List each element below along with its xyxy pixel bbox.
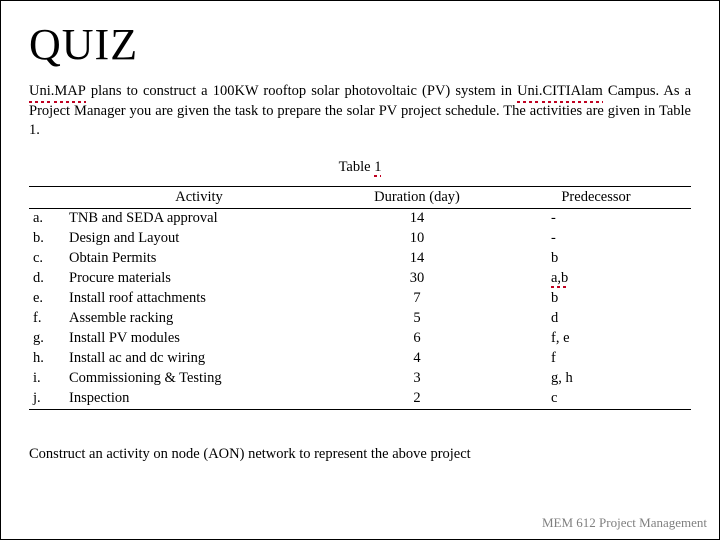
instruction-text: Construct an activity on node (AON) netw… [29, 446, 691, 463]
row-id: b. [29, 229, 65, 249]
row-duration: 5 [333, 309, 501, 329]
row-predecessor: - [501, 229, 691, 249]
col-predecessor: Predecessor [501, 186, 691, 208]
page-title: QUIZ [29, 19, 691, 70]
row-activity: Commissioning & Testing [65, 369, 333, 389]
row-activity: Inspection [65, 389, 333, 410]
row-id: i. [29, 369, 65, 389]
table-row: b.Design and Layout10- [29, 229, 691, 249]
row-duration: 2 [333, 389, 501, 410]
table-row: g.Install PV modules6f, e [29, 329, 691, 349]
table-row: h.Install ac and dc wiring4f [29, 349, 691, 369]
row-id: h. [29, 349, 65, 369]
footer-course-label: MEM 612 Project Management [542, 515, 707, 531]
table-row: d.Procure materials30a,b [29, 269, 691, 289]
row-predecessor: a,b [501, 269, 691, 289]
row-predecessor: c [501, 389, 691, 410]
row-id: d. [29, 269, 65, 289]
row-predecessor: b [501, 249, 691, 269]
row-id: f. [29, 309, 65, 329]
row-activity: TNB and SEDA approval [65, 208, 333, 229]
row-id: c. [29, 249, 65, 269]
row-duration: 10 [333, 229, 501, 249]
row-activity: Install PV modules [65, 329, 333, 349]
row-duration: 14 [333, 208, 501, 229]
row-duration: 4 [333, 349, 501, 369]
table-row: i.Commissioning & Testing3g, h [29, 369, 691, 389]
table-row: c.Obtain Permits14b [29, 249, 691, 269]
row-duration: 6 [333, 329, 501, 349]
table-caption-text: Table [339, 159, 375, 175]
table-header-row: ActivityDuration (day)Predecessor [29, 186, 691, 208]
row-activity: Design and Layout [65, 229, 333, 249]
row-activity: Install roof attachments [65, 289, 333, 309]
col-duration: Duration (day) [333, 186, 501, 208]
row-id: a. [29, 208, 65, 229]
row-predecessor: g, h [501, 369, 691, 389]
table-row: e.Install roof attachments7b [29, 289, 691, 309]
row-predecessor: b [501, 289, 691, 309]
row-id: j. [29, 389, 65, 410]
row-duration: 14 [333, 249, 501, 269]
row-activity: Install ac and dc wiring [65, 349, 333, 369]
row-duration: 3 [333, 369, 501, 389]
table-row: a.TNB and SEDA approval14- [29, 208, 691, 229]
table-caption-number: 1 [374, 159, 381, 176]
problem-paragraph: Uni.MAP plans to construct a 100KW rooft… [29, 82, 691, 141]
row-activity: Assemble racking [65, 309, 333, 329]
table-row: f.Assemble racking5d [29, 309, 691, 329]
row-predecessor: f [501, 349, 691, 369]
table-caption: Table 1 [29, 159, 691, 176]
row-predecessor: f, e [501, 329, 691, 349]
row-duration: 30 [333, 269, 501, 289]
row-activity: Obtain Permits [65, 249, 333, 269]
quiz-page: QUIZ Uni.MAP plans to construct a 100KW … [0, 0, 720, 540]
activities-table: ActivityDuration (day)Predecessora.TNB a… [29, 186, 691, 410]
row-activity: Procure materials [65, 269, 333, 289]
row-id: e. [29, 289, 65, 309]
row-id: g. [29, 329, 65, 349]
col-activity: Activity [65, 186, 333, 208]
row-predecessor: - [501, 208, 691, 229]
table-row: j.Inspection2c [29, 389, 691, 410]
row-predecessor: d [501, 309, 691, 329]
row-duration: 7 [333, 289, 501, 309]
